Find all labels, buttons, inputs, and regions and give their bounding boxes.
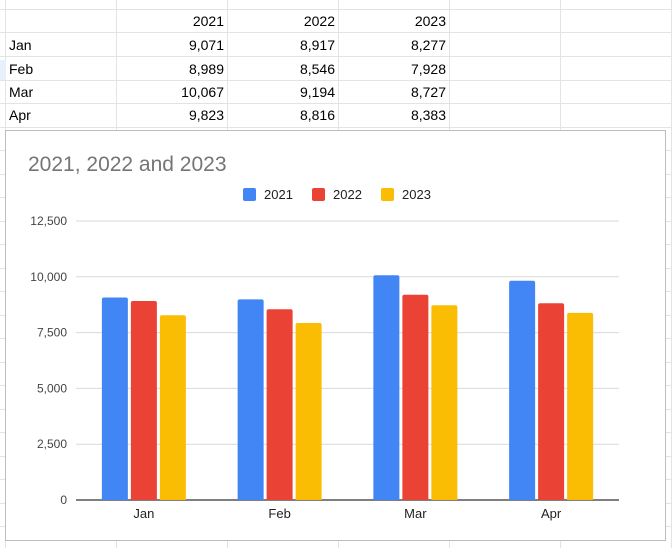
x-tick-label: Jan — [133, 506, 154, 521]
chart-title: 2021, 2022 and 2023 — [28, 153, 227, 176]
y-tick-label: 12,500 — [30, 214, 67, 228]
x-axis-ticks: Jan Feb Mar Apr — [133, 506, 562, 521]
y-tick-label: 2,500 — [37, 437, 67, 451]
chart-gridlines — [76, 220, 619, 501]
row-label-cell[interactable]: Jan — [9, 37, 32, 53]
x-tick-label: Feb — [268, 506, 290, 521]
bar-2021-Jan — [101, 297, 128, 500]
chart-bars — [101, 275, 594, 500]
value-cell[interactable]: 8,727 — [410, 84, 446, 100]
bar-2021-Mar — [373, 275, 400, 500]
chart-canvas: 2021, 2022 and 2023 2021 2022 2023 0 2,500 5… — [28, 153, 619, 521]
value-cell[interactable]: 9,194 — [299, 84, 335, 100]
value-cell[interactable]: 8,383 — [410, 107, 446, 123]
legend-label-2023: 2023 — [402, 187, 431, 202]
y-axis-ticks: 0 2,500 5,000 7,500 10,000 12,500 — [30, 214, 67, 507]
y-tick-label: 0 — [60, 493, 67, 507]
row-label-cell[interactable]: Apr — [9, 107, 31, 123]
x-tick-label: Mar — [404, 506, 427, 521]
legend-label-2022: 2022 — [333, 187, 362, 202]
row-divider — [0, 32, 672, 33]
value-cell[interactable]: 9,823 — [188, 107, 224, 123]
row-label-cell[interactable]: Mar — [9, 84, 34, 100]
value-cell[interactable]: 8,989 — [188, 61, 224, 77]
y-tick-label: 7,500 — [37, 326, 67, 340]
bar-2021-Feb — [237, 299, 264, 500]
bar-2021-Apr — [509, 280, 536, 500]
value-cell[interactable]: 8,917 — [299, 37, 335, 53]
row-divider — [0, 127, 672, 128]
chart-legend[interactable]: 2021 2022 2023 — [243, 187, 431, 202]
y-tick-label: 5,000 — [37, 381, 67, 395]
value-cell[interactable]: 8,816 — [299, 107, 335, 123]
legend-swatch-2021 — [243, 188, 256, 201]
header-cell-2023[interactable]: 2023 — [414, 13, 446, 29]
row-divider — [0, 103, 672, 104]
row-divider — [0, 9, 672, 10]
bar-2022-Feb — [266, 309, 293, 500]
legend-swatch-2022 — [312, 188, 325, 201]
value-cell[interactable]: 8,277 — [410, 37, 446, 53]
row-divider — [0, 80, 672, 81]
y-tick-label: 10,000 — [30, 270, 67, 284]
value-cell[interactable]: 8,546 — [299, 61, 335, 77]
value-cell[interactable]: 9,071 — [188, 37, 224, 53]
bar-2022-Mar — [402, 294, 429, 500]
bar-2022-Jan — [130, 300, 157, 500]
row-label-cell[interactable]: Feb — [9, 61, 34, 77]
row-divider — [0, 56, 672, 57]
header-cell-2022[interactable]: 2022 — [303, 13, 335, 29]
bar-2022-Apr — [538, 303, 565, 500]
x-tick-label: Apr — [541, 506, 562, 521]
value-cell[interactable]: 7,928 — [410, 61, 446, 77]
legend-label-2021: 2021 — [264, 187, 293, 202]
bar-2023-Jan — [159, 315, 186, 500]
embedded-chart[interactable]: 2021, 2022 and 2023 2021 2022 2023 0 2,500 5… — [5, 130, 666, 541]
bar-2023-Feb — [295, 323, 322, 500]
value-cell[interactable]: 10,067 — [181, 84, 224, 100]
header-cell-2021[interactable]: 2021 — [192, 13, 224, 29]
bar-2023-Apr — [567, 312, 594, 500]
bar-2023-Mar — [431, 305, 458, 500]
legend-swatch-2023 — [381, 188, 394, 201]
row-selection-marker — [0, 60, 6, 80]
